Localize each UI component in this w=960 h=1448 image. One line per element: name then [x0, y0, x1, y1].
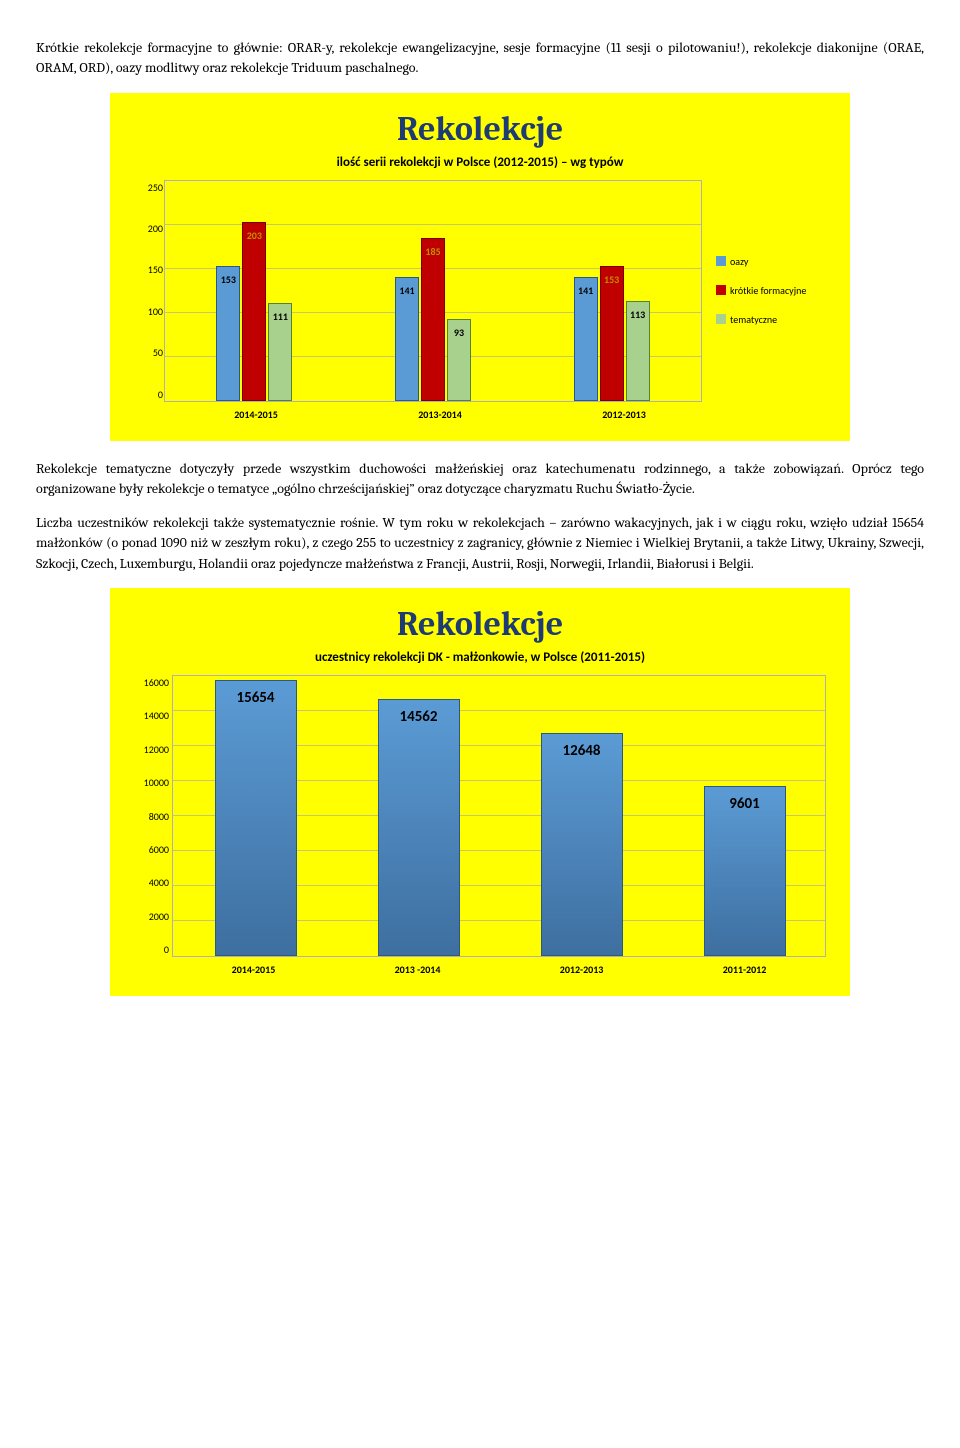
- chart1-ytick: 250: [139, 181, 163, 194]
- chart2-ytick: 0: [135, 943, 169, 956]
- chart2-xlabels: 2014-2015 2013 -2014 2012-2013 2011-2012: [172, 963, 826, 976]
- chart1-bar-label: 111: [269, 310, 291, 323]
- chart2-plot: 0200040006000800010000120001400016000 15…: [172, 675, 826, 957]
- chart2-title: Rekolekcje: [134, 604, 826, 644]
- mid-paragraph-1: Rekolekcje tematyczne dotyczyły przede w…: [36, 459, 924, 500]
- chart1-legend-label: oazy: [730, 255, 748, 268]
- chart1-yaxis: 0 50 100 150 200 250: [139, 181, 163, 401]
- chart1-xlabel: 2014-2015: [234, 408, 278, 421]
- chart1-legend-label: tematyczne: [730, 313, 777, 326]
- chart2-bar: 14562: [378, 699, 460, 956]
- chart1-ytick: 100: [139, 305, 163, 318]
- chart1-bar-label: 93: [448, 326, 470, 339]
- chart2-ytick: 10000: [135, 776, 169, 789]
- chart1-ytick: 0: [139, 388, 163, 401]
- chart2-bar: 9601: [704, 786, 786, 956]
- chart1-legend-swatch: [716, 314, 726, 324]
- chart2-xlabel: 2011-2012: [723, 963, 767, 976]
- chart2-ytick: 2000: [135, 910, 169, 923]
- chart1-bar-label: 141: [396, 284, 418, 297]
- chart2-ytick: 14000: [135, 709, 169, 722]
- chart2-ytick: 6000: [135, 843, 169, 856]
- chart1-ytick: 200: [139, 222, 163, 235]
- chart1-bargroup: 141 185 93: [394, 238, 472, 401]
- chart1-ytick: 50: [139, 346, 163, 359]
- chart1-bar: 185: [421, 238, 445, 401]
- chart1-plot: 050100150200250 153203111141185931411531…: [164, 180, 702, 402]
- chart2-bar-label: 9601: [705, 795, 785, 813]
- chart1-bar: 113: [626, 301, 650, 400]
- chart2-xlabel: 2014-2015: [232, 963, 276, 976]
- chart1-xlabel: 2012-2013: [602, 408, 646, 421]
- chart1-bar-label: 153: [601, 273, 623, 286]
- chart2-bar-label: 15654: [216, 689, 296, 707]
- chart1-legend: oazy krótkie formacyjne tematyczne: [702, 180, 826, 402]
- chart2-ytick: 4000: [135, 876, 169, 889]
- chart2-container: Rekolekcje uczestnicy rekolekcji DK - ma…: [110, 588, 850, 996]
- chart1-bar: 153: [216, 266, 240, 401]
- chart1-bar: 111: [268, 303, 292, 401]
- chart1-bargroup: 141 153 113: [573, 266, 651, 401]
- chart1-legend-swatch: [716, 285, 726, 295]
- chart1-legend-swatch: [716, 256, 726, 266]
- chart2-bar-label: 14562: [379, 708, 459, 726]
- chart2-ytick: 12000: [135, 743, 169, 756]
- chart1-container: Rekolekcje ilość serii rekolekcji w Pols…: [110, 93, 850, 441]
- chart2-ytick: 16000: [135, 676, 169, 689]
- chart2-subtitle: uczestnicy rekolekcji DK - małżonkowie, …: [134, 650, 826, 665]
- chart1-bar-label: 153: [217, 273, 239, 286]
- mid-paragraph-2: Liczba uczestników rekolekcji także syst…: [36, 513, 924, 574]
- chart1-xlabel: 2013-2014: [418, 408, 462, 421]
- chart1-xlabels: 2014-2015 2013-2014 2012-2013: [164, 408, 716, 421]
- chart1-bar: 203: [242, 222, 266, 401]
- intro-paragraph: Krótkie rekolekcje formacyjne to głównie…: [36, 38, 924, 79]
- chart1-bar-label: 203: [243, 229, 265, 242]
- chart1-legend-item: oazy: [716, 255, 826, 268]
- chart1-bar-label: 141: [575, 284, 597, 297]
- chart1-title: Rekolekcje: [134, 109, 826, 149]
- chart1-bar: 141: [395, 277, 419, 401]
- chart1-bargroup: 153 203 111: [215, 222, 293, 401]
- chart2-bar: 15654: [215, 680, 297, 956]
- chart2-yaxis: 0 2000 4000 6000 8000 10000 12000 14000 16000: [135, 676, 169, 956]
- chart1-bar-label: 113: [627, 308, 649, 321]
- chart1-bar: 153: [600, 266, 624, 401]
- chart1-ytick: 150: [139, 263, 163, 276]
- chart1-bar: 141: [574, 277, 598, 401]
- chart2-bar-label: 12648: [542, 742, 622, 760]
- chart2-bar: 12648: [541, 733, 623, 956]
- chart1-subtitle: ilość serii rekolekcji w Polsce (2012-20…: [134, 155, 826, 170]
- chart1-bar: 93: [447, 319, 471, 401]
- chart2-xlabel: 2013 -2014: [395, 963, 441, 976]
- chart1-legend-item: tematyczne: [716, 313, 826, 326]
- chart2-ytick: 8000: [135, 810, 169, 823]
- chart1-legend-item: krótkie formacyjne: [716, 284, 826, 297]
- chart1-bar-label: 185: [422, 245, 444, 258]
- chart1-legend-label: krótkie formacyjne: [730, 284, 806, 297]
- chart1-area: 050100150200250 153203111141185931411531…: [134, 180, 826, 402]
- chart2-xlabel: 2012-2013: [560, 963, 604, 976]
